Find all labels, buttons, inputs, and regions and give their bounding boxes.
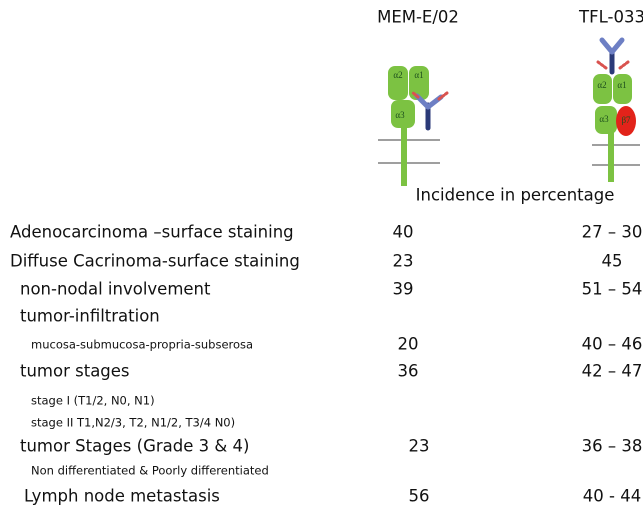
row-label: Non differentiated & Poorly differentiat…: [31, 464, 269, 478]
cell: 36 – 38: [582, 437, 643, 456]
cell: 40 - 44: [583, 487, 641, 506]
row-label: Lymph node metastasis: [24, 487, 220, 506]
row-label: stage I (T1/2, N0, N1): [31, 394, 155, 408]
cell: 39: [393, 280, 414, 299]
cell: 23: [393, 252, 414, 271]
domain-label: α2: [393, 70, 402, 80]
domain-label: β7: [621, 115, 631, 125]
domain-label: α1: [617, 80, 626, 90]
cell: 27 – 30: [582, 223, 643, 242]
domain-label: α1: [414, 70, 423, 80]
domain-label: α3: [395, 110, 405, 120]
domain-label: α3: [599, 114, 609, 124]
row-label: tumor Stages (Grade 3 & 4): [20, 437, 249, 456]
cell: 51 – 54: [582, 280, 643, 299]
table: Adenocarcinoma –surface staining 40 27 –…: [10, 223, 642, 506]
cell: 23: [409, 437, 430, 456]
cell: 36: [398, 362, 419, 381]
row-label: stage II T1,N2/3, T2, N1/2, T3/4 N0): [31, 416, 235, 430]
cell: 42 – 47: [582, 362, 643, 381]
row-label: non-nodal involvement: [20, 280, 211, 299]
row-label: mucosa-submucosa-propria-subserosa: [31, 338, 253, 352]
row-label: tumor-infiltration: [20, 307, 160, 326]
cell: 40: [393, 223, 414, 242]
cell: 56: [409, 487, 430, 506]
row-label: Diffuse Cacrinoma-surface staining: [10, 252, 300, 271]
antibody-name: TFL-033: [578, 8, 643, 27]
molecule-tfl: α2 α1 α3 β7: [592, 37, 640, 182]
molecule-mem: α2 α1 α3: [378, 66, 449, 186]
cell: 40 – 46: [582, 335, 643, 354]
cell: 20: [398, 335, 419, 354]
antibody-name: MEM-E/02: [377, 8, 459, 27]
row-label: tumor stages: [20, 362, 130, 381]
subtitle: Incidence in percentage: [416, 186, 615, 205]
row-label: Adenocarcinoma –surface staining: [10, 223, 294, 242]
domain-label: α2: [597, 80, 606, 90]
cell: 45: [602, 252, 623, 271]
